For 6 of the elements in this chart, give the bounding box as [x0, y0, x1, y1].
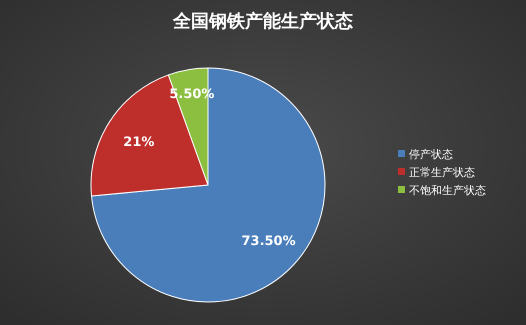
- legend-label: 正常生产状态: [409, 166, 475, 179]
- chart-title: 全国钢铁产能生产状态: [172, 11, 353, 32]
- legend-label: 不饱和生产状态: [409, 184, 486, 197]
- data-label: 21%: [123, 135, 154, 150]
- data-label: 73.50%: [242, 234, 296, 250]
- slice-label: 停产状态: [409, 148, 453, 161]
